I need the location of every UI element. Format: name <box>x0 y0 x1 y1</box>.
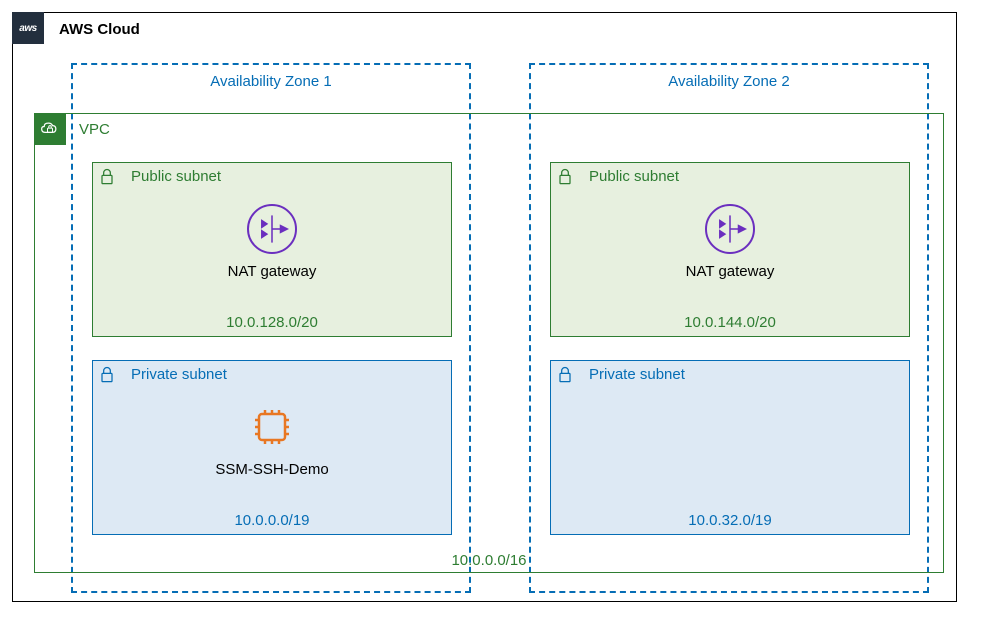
az1-private-subnet-label: Private subnet <box>131 366 227 383</box>
lock-icon <box>551 163 579 191</box>
az1-nat-gateway-label: NAT gateway <box>228 263 317 280</box>
aws-cloud-label: AWS Cloud <box>59 21 140 38</box>
az1-ec2-label: SSM-SSH-Demo <box>215 461 328 478</box>
lock-icon <box>93 361 121 389</box>
az2-private-cidr: 10.0.32.0/19 <box>551 512 909 529</box>
vpc-boundary: VPC 10.0.0.0/16 Public subnet <box>34 113 944 573</box>
az1-ec2-instance: SSM-SSH-Demo <box>93 401 451 478</box>
az1-private-subnet: Private subnet SSM <box>92 360 452 535</box>
az1-public-subnet: Public subnet NAT <box>92 162 452 337</box>
az1-label: Availability Zone 1 <box>73 73 469 90</box>
az2-nat-gateway: NAT gateway <box>551 203 909 280</box>
vpc-label: VPC <box>79 121 110 138</box>
aws-cloud-boundary: aws AWS Cloud Availability Zone 1 Availa… <box>12 12 957 602</box>
cloud-lock-icon <box>40 119 60 139</box>
az2-public-cidr: 10.0.144.0/20 <box>551 314 909 331</box>
az1-private-cidr: 10.0.0.0/19 <box>93 512 451 529</box>
ec2-instance-icon <box>247 402 297 452</box>
az2-private-subnet: Private subnet 10.0.32.0/19 <box>550 360 910 535</box>
az2-label: Availability Zone 2 <box>531 73 927 90</box>
az2-nat-gateway-label: NAT gateway <box>686 263 775 280</box>
lock-icon <box>551 361 579 389</box>
az2-public-subnet: Public subnet NAT <box>550 162 910 337</box>
nat-gateway-icon <box>705 204 755 254</box>
az2-public-subnet-label: Public subnet <box>589 168 679 185</box>
architecture-diagram: aws AWS Cloud Availability Zone 1 Availa… <box>4 4 979 613</box>
az2-private-subnet-label: Private subnet <box>589 366 685 383</box>
az1-public-cidr: 10.0.128.0/20 <box>93 314 451 331</box>
az1-nat-gateway: NAT gateway <box>93 203 451 280</box>
nat-gateway-icon <box>247 204 297 254</box>
az1-public-subnet-label: Public subnet <box>131 168 221 185</box>
lock-icon <box>93 163 121 191</box>
vpc-icon <box>34 113 66 145</box>
aws-logo-icon: aws <box>12 12 44 44</box>
vpc-cidr: 10.0.0.0/16 <box>35 552 943 569</box>
